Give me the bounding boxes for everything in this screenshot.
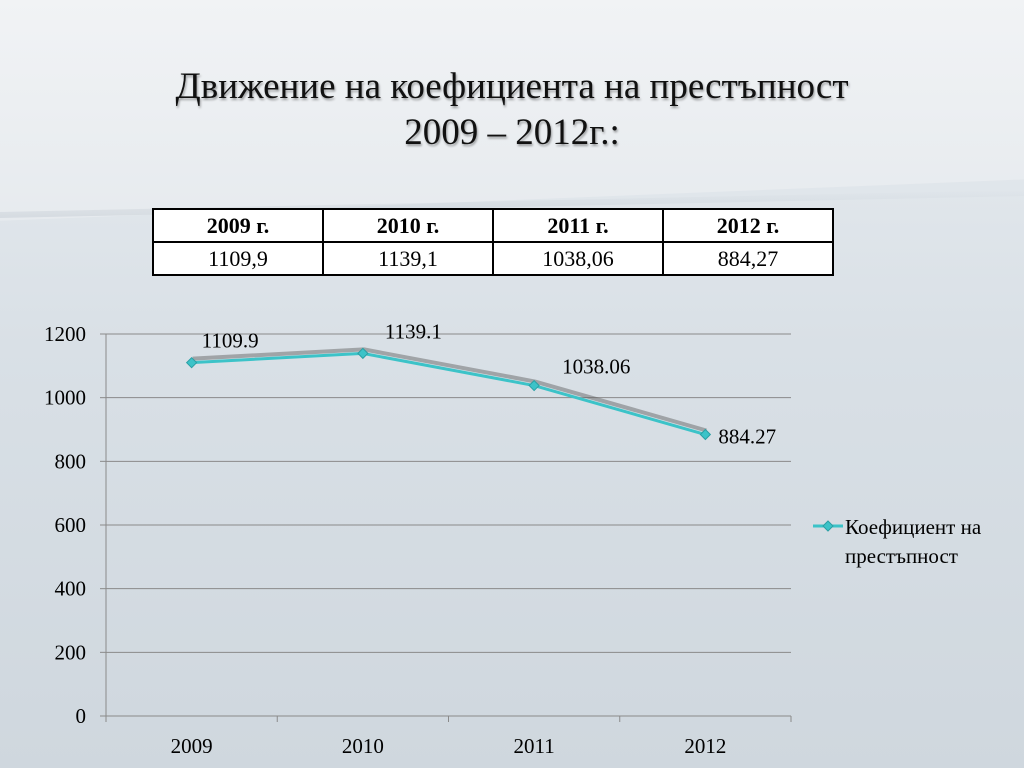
line-chart: 0 200 400 600 800 1000 1200 2009 2010 2011 2012 1… bbox=[44, 319, 982, 758]
data-label: 884.27 bbox=[718, 425, 776, 449]
table-cell: 1139,1 bbox=[322, 241, 494, 276]
x-tick-label: 2011 bbox=[514, 734, 555, 758]
y-axis-ticks: 0 200 400 600 800 1000 1200 bbox=[44, 322, 86, 728]
x-tick-label: 2009 bbox=[171, 734, 213, 758]
table-header-cell: 2010 г. bbox=[322, 208, 494, 243]
legend-label: Коефициент на bbox=[845, 515, 982, 539]
series-line-shadow bbox=[192, 347, 707, 433]
chart-legend: Коефициент на престъпност bbox=[813, 515, 982, 568]
x-tick-label: 2012 bbox=[684, 734, 726, 758]
table-header-cell: 2011 г. bbox=[492, 208, 664, 243]
slide-title-line1: Движение на коефициента на престъпност bbox=[175, 66, 849, 107]
y-tick-label: 800 bbox=[55, 449, 87, 473]
legend-label: престъпност bbox=[845, 544, 958, 568]
data-point-marker bbox=[357, 347, 369, 360]
background-band bbox=[0, 0, 1024, 221]
data-label: 1038.06 bbox=[562, 355, 630, 379]
table-cell: 884,27 bbox=[662, 241, 834, 276]
data-point-marker bbox=[528, 379, 540, 392]
legend-swatch-marker bbox=[822, 520, 834, 532]
chart-gridlines bbox=[106, 333, 791, 717]
table-header-cell: 2009 г. bbox=[152, 208, 324, 243]
series-line bbox=[191, 351, 706, 436]
y-tick-label: 600 bbox=[55, 513, 87, 537]
slide-title: Движение на коефициента на престъпност 2… bbox=[0, 64, 1024, 156]
x-axis-ticks: 2009 2010 2011 2012 bbox=[171, 734, 727, 758]
data-labels: 1109.9 1139.1 1038.06 884.27 bbox=[202, 319, 777, 448]
table-header-cell: 2012 г. bbox=[662, 208, 834, 243]
y-tick-label: 1200 bbox=[44, 322, 86, 346]
x-tick-label: 2010 bbox=[342, 734, 384, 758]
chart-axes bbox=[100, 333, 792, 722]
y-tick-label: 200 bbox=[55, 640, 87, 664]
chart-series bbox=[185, 347, 712, 441]
table-cell: 1038,06 bbox=[492, 241, 664, 276]
values-table: 2009 г. 2010 г. 2011 г. 2012 г. 1109,9 1… bbox=[152, 208, 834, 276]
slide-title-line2: 2009 – 2012г.: bbox=[404, 112, 620, 153]
y-tick-label: 400 bbox=[55, 577, 87, 601]
y-tick-label: 1000 bbox=[44, 386, 86, 410]
y-tick-label: 0 bbox=[76, 704, 87, 728]
table-row: 1109,9 1139,1 1038,06 884,27 bbox=[152, 241, 834, 276]
data-point-marker bbox=[699, 428, 712, 441]
data-label: 1139.1 bbox=[385, 319, 442, 343]
data-point-marker bbox=[185, 356, 198, 369]
data-label: 1109.9 bbox=[202, 329, 259, 353]
table-header-row: 2009 г. 2010 г. 2011 г. 2012 г. bbox=[152, 208, 834, 243]
table-cell: 1109,9 bbox=[152, 241, 324, 276]
